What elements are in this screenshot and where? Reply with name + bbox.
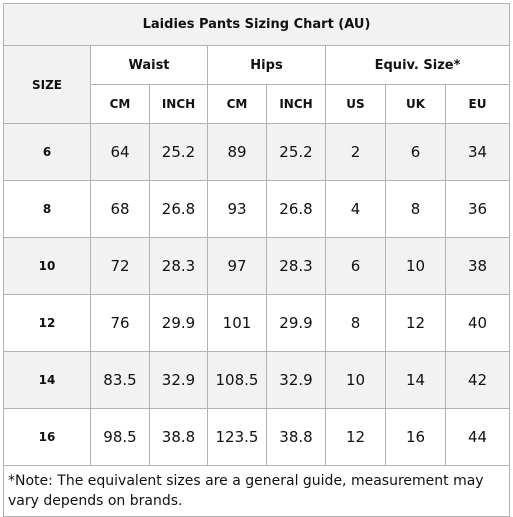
- us-size-cell: 2: [325, 123, 386, 181]
- footnote: *Note: The equivalent sizes are a genera…: [2, 465, 511, 517]
- waist-inch-cell: 38.8: [149, 408, 208, 466]
- table-row: 6 64 25.2 89 25.2 2 6 34: [3, 123, 511, 181]
- waist-inch-cell: 28.3: [149, 237, 208, 295]
- size-cell: 16: [3, 408, 91, 466]
- table-row: 12 76 29.9 101 29.9 8 12 40: [3, 294, 511, 352]
- us-size-cell: 12: [325, 408, 386, 466]
- eu-size-cell: 36: [444, 180, 511, 238]
- eu-size-cell: 42: [444, 351, 511, 409]
- waist-inch-cell: 32.9: [149, 351, 208, 409]
- waist-cm-cell: 64: [90, 123, 150, 181]
- hips-cm-cell: 97: [207, 237, 267, 295]
- us-size-cell: 4: [325, 180, 386, 238]
- eu-size-header: EU: [444, 84, 511, 124]
- waist-cm-cell: 76: [90, 294, 150, 352]
- hips-cm-cell: 101: [207, 294, 267, 352]
- size-cell: 14: [3, 351, 91, 409]
- size-cell: 12: [3, 294, 91, 352]
- hips-inch-cell: 25.2: [266, 123, 326, 181]
- sizing-chart: Laidies Pants Sizing Chart (AU) SIZE Wai…: [2, 3, 511, 517]
- hips-cm-cell: 89: [207, 123, 267, 181]
- uk-size-cell: 16: [385, 408, 446, 466]
- size-column-header: SIZE: [3, 45, 91, 124]
- hips-inch-cell: 26.8: [266, 180, 326, 238]
- hips-inch-header: INCH: [266, 84, 326, 124]
- hips-inch-cell: 32.9: [266, 351, 326, 409]
- uk-size-cell: 10: [385, 237, 446, 295]
- table-row: 10 72 28.3 97 28.3 6 10 38: [3, 237, 511, 295]
- waist-inch-cell: 29.9: [149, 294, 208, 352]
- waist-inch-cell: 26.8: [149, 180, 208, 238]
- uk-size-cell: 8: [385, 180, 446, 238]
- waist-cm-cell: 68: [90, 180, 150, 238]
- table-row: 16 98.5 38.8 123.5 38.8 12 16 44: [3, 408, 511, 466]
- hips-cm-cell: 123.5: [207, 408, 267, 466]
- waist-inch-header: INCH: [149, 84, 208, 124]
- hips-group-header: Hips: [207, 45, 326, 85]
- uk-size-cell: 12: [385, 294, 446, 352]
- table-row: 8 68 26.8 93 26.8 4 8 36: [3, 180, 511, 238]
- us-size-cell: 6: [325, 237, 386, 295]
- table-title: Laidies Pants Sizing Chart (AU): [2, 3, 511, 46]
- equiv-size-group-header: Equiv. Size*: [324, 45, 511, 85]
- us-size-header: US: [325, 84, 386, 124]
- size-cell: 6: [3, 123, 91, 181]
- hips-cm-cell: 108.5: [207, 351, 267, 409]
- uk-size-cell: 6: [385, 123, 446, 181]
- table-row: 14 83.5 32.9 108.5 32.9 10 14 42: [3, 351, 511, 409]
- hips-inch-cell: 38.8: [266, 408, 326, 466]
- sizing-table: Laidies Pants Sizing Chart (AU) SIZE Wai…: [2, 3, 511, 517]
- hips-inch-cell: 28.3: [266, 237, 326, 295]
- waist-cm-cell: 72: [90, 237, 150, 295]
- us-size-cell: 10: [325, 351, 386, 409]
- waist-cm-cell: 83.5: [90, 351, 150, 409]
- uk-size-header: UK: [385, 84, 446, 124]
- waist-group-header: Waist: [90, 45, 208, 85]
- size-cell: 8: [3, 180, 91, 238]
- eu-size-cell: 38: [444, 237, 511, 295]
- uk-size-cell: 14: [385, 351, 446, 409]
- hips-cm-header: CM: [207, 84, 267, 124]
- hips-inch-cell: 29.9: [266, 294, 326, 352]
- size-cell: 10: [3, 237, 91, 295]
- eu-size-cell: 40: [444, 294, 511, 352]
- waist-inch-cell: 25.2: [149, 123, 208, 181]
- hips-cm-cell: 93: [207, 180, 267, 238]
- waist-cm-cell: 98.5: [90, 408, 150, 466]
- waist-cm-header: CM: [90, 84, 150, 124]
- eu-size-cell: 44: [444, 408, 511, 466]
- eu-size-cell: 34: [444, 123, 511, 181]
- us-size-cell: 8: [325, 294, 386, 352]
